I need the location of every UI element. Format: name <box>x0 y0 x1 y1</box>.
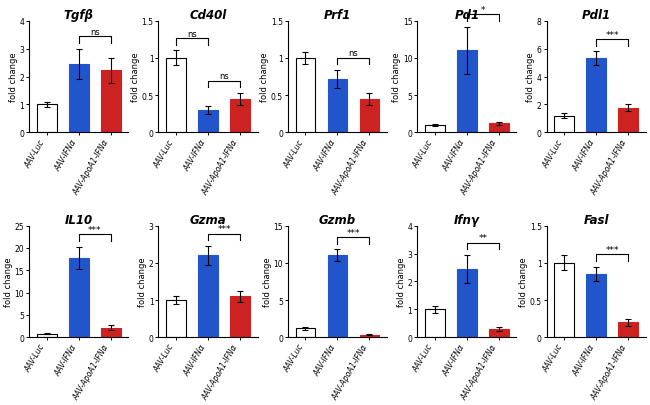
Text: ***: *** <box>217 225 231 234</box>
Y-axis label: fold change: fold change <box>519 257 528 307</box>
Y-axis label: fold change: fold change <box>9 53 18 102</box>
Y-axis label: fold change: fold change <box>131 53 140 102</box>
Text: ns: ns <box>219 72 229 81</box>
Title: IL10: IL10 <box>64 213 93 226</box>
Bar <box>296 59 315 133</box>
Bar <box>166 59 186 133</box>
Text: ns: ns <box>187 30 197 39</box>
Title: Pd1: Pd1 <box>454 9 480 21</box>
Bar <box>101 71 121 133</box>
Bar <box>554 263 574 337</box>
Title: Cd40l: Cd40l <box>189 9 227 21</box>
Title: Fasl: Fasl <box>584 213 609 226</box>
Bar <box>489 329 509 337</box>
Y-axis label: fold change: fold change <box>393 53 401 102</box>
Bar <box>69 258 88 337</box>
Bar <box>36 334 57 337</box>
Title: Pdl1: Pdl1 <box>582 9 611 21</box>
Bar <box>69 65 88 133</box>
Bar <box>230 296 250 337</box>
Text: ns: ns <box>90 28 99 37</box>
Bar <box>586 274 606 337</box>
Text: ns: ns <box>348 49 358 58</box>
Bar <box>101 328 121 337</box>
Bar <box>166 301 186 337</box>
Y-axis label: fold change: fold change <box>4 257 13 307</box>
Bar <box>198 111 218 133</box>
Bar <box>457 51 476 133</box>
Text: **: ** <box>478 234 488 243</box>
Bar <box>618 323 638 337</box>
Title: Prf1: Prf1 <box>324 9 351 21</box>
Bar <box>359 100 380 133</box>
Text: *: * <box>480 6 485 15</box>
Bar <box>198 256 218 337</box>
Y-axis label: fold change: fold change <box>261 53 270 102</box>
Title: Gzma: Gzma <box>190 213 226 226</box>
Text: ***: *** <box>346 228 360 237</box>
Title: Gzmb: Gzmb <box>319 213 356 226</box>
Bar <box>457 269 476 337</box>
Title: Ifnγ: Ifnγ <box>454 213 480 226</box>
Bar <box>36 105 57 133</box>
Bar <box>425 310 445 337</box>
Y-axis label: fold change: fold change <box>526 53 536 102</box>
Y-axis label: fold change: fold change <box>263 257 272 307</box>
Bar <box>359 335 380 337</box>
Bar <box>296 328 315 337</box>
Bar <box>586 59 606 133</box>
Bar <box>489 124 509 133</box>
Text: ***: *** <box>88 226 101 234</box>
Bar <box>554 116 574 133</box>
Bar <box>328 79 347 133</box>
Bar <box>425 126 445 133</box>
Bar <box>230 100 250 133</box>
Text: ***: *** <box>605 31 619 40</box>
Y-axis label: fold change: fold change <box>397 257 406 307</box>
Text: ***: *** <box>605 245 619 254</box>
Bar <box>328 256 347 337</box>
Y-axis label: fold change: fold change <box>138 257 148 307</box>
Title: Tgfβ: Tgfβ <box>64 9 94 21</box>
Bar <box>618 109 638 133</box>
